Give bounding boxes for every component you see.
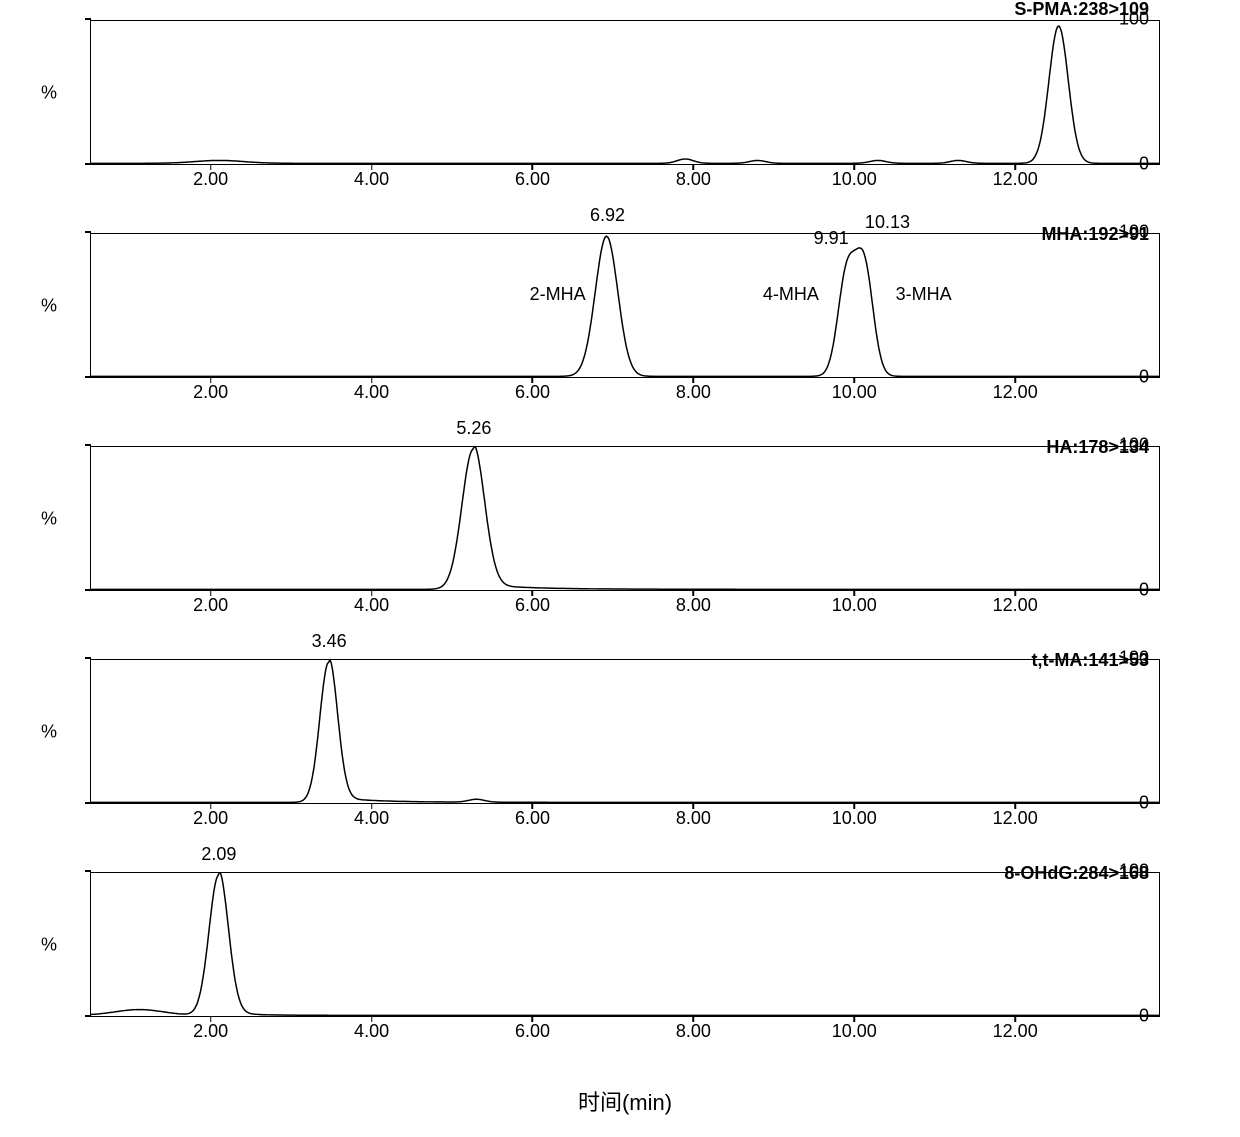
chromatogram-panel: 0100%MHA:192>916.922-MHA9.9110.134-MHA3-… (90, 233, 1160, 408)
y-axis-label: % (41, 721, 57, 742)
peak-label: 2.09 (201, 844, 236, 865)
x-tick-label: 8.00 (676, 382, 711, 403)
x-tick-label: 12.00 (993, 169, 1038, 190)
x-tick-label: 2.00 (193, 808, 228, 829)
x-tick-label: 10.00 (832, 169, 877, 190)
x-tick-label: 8.00 (676, 1021, 711, 1042)
x-tick-label: 6.00 (515, 808, 550, 829)
x-tick-label: 2.00 (193, 595, 228, 616)
x-tick-label: 10.00 (832, 808, 877, 829)
x-axis-ticks: 2.00 4.00 6.00 8.00 10.00 12.00 (90, 804, 1160, 834)
x-tick-label: 4.00 (354, 595, 389, 616)
x-tick-label: 12.00 (993, 1021, 1038, 1042)
x-axis-ticks: 2.00 4.00 6.00 8.00 10.00 12.00 (90, 1017, 1160, 1047)
x-tick-label: 4.00 (354, 169, 389, 190)
x-axis-ticks: 2.00 4.00 6.00 8.00 10.00 12.00 (90, 378, 1160, 408)
x-tick-label: 8.00 (676, 169, 711, 190)
x-tick-label: 6.00 (515, 169, 550, 190)
x-tick-label: 2.00 (193, 1021, 228, 1042)
plot-area: 0100%t,t-MA:141>533.46 (90, 659, 1160, 804)
x-tick-label: 12.00 (993, 382, 1038, 403)
peak-label: 5.26 (456, 418, 491, 439)
x-tick-label: 10.00 (832, 382, 877, 403)
x-tick-label: 8.00 (676, 595, 711, 616)
y-axis-label: % (41, 508, 57, 529)
x-axis-label: 时间(min) (90, 1085, 1160, 1117)
x-tick-label: 4.00 (354, 1021, 389, 1042)
plot-area: 0100%HA:178>1345.26 (90, 446, 1160, 591)
chromatogram-panel: 0100%S-PMA:238>109 2.00 4.00 6.00 8.00 10.00 1… (90, 20, 1160, 195)
y-axis-label: % (41, 934, 57, 955)
peak-label: 6.92 (590, 205, 625, 226)
chromatogram-figure: 0100%S-PMA:238>109 2.00 4.00 6.00 8.00 10.00 1… (20, 20, 1220, 1117)
x-tick-label: 12.00 (993, 595, 1038, 616)
peak-label: 4-MHA (763, 284, 819, 305)
x-tick-label: 4.00 (354, 382, 389, 403)
x-tick-label: 8.00 (676, 808, 711, 829)
x-tick-label: 10.00 (832, 595, 877, 616)
panel-title: t,t-MA:141>53 (1031, 650, 1149, 671)
peak-label: 3.46 (312, 631, 347, 652)
x-axis-ticks: 2.00 4.00 6.00 8.00 10.00 12.00 (90, 591, 1160, 621)
peak-label: 2-MHA (530, 284, 586, 305)
x-tick-label: 2.00 (193, 382, 228, 403)
x-tick-label: 2.00 (193, 169, 228, 190)
panel-title: 8-OHdG:284>168 (1004, 863, 1149, 884)
panel-title: MHA:192>91 (1041, 224, 1149, 245)
chromatogram-panel: 0100%8-OHdG:284>1682.09 2.00 4.00 6.00 8.00 1… (90, 872, 1160, 1047)
x-tick-label: 10.00 (832, 1021, 877, 1042)
x-tick-label: 6.00 (515, 1021, 550, 1042)
x-tick-label: 6.00 (515, 595, 550, 616)
peak-label: 3-MHA (896, 284, 952, 305)
panel-title: S-PMA:238>109 (1014, 0, 1149, 20)
peak-label: 9.91 (814, 228, 849, 249)
x-axis-ticks: 2.00 4.00 6.00 8.00 10.00 12.00 (90, 165, 1160, 195)
plot-area: 0100%8-OHdG:284>1682.09 (90, 872, 1160, 1017)
plot-area: 0100%MHA:192>916.922-MHA9.9110.134-MHA3-… (90, 233, 1160, 378)
panel-title: HA:178>134 (1046, 437, 1149, 458)
x-tick-label: 4.00 (354, 808, 389, 829)
plot-area: 0100%S-PMA:238>109 (90, 20, 1160, 165)
y-axis-label: % (41, 82, 57, 103)
peak-label: 10.13 (865, 212, 910, 233)
chromatogram-panel: 0100%HA:178>1345.26 2.00 4.00 6.00 8.00 10.00… (90, 446, 1160, 621)
x-tick-label: 6.00 (515, 382, 550, 403)
y-axis-label: % (41, 295, 57, 316)
x-tick-label: 12.00 (993, 808, 1038, 829)
chromatogram-panel: 0100%t,t-MA:141>533.46 2.00 4.00 6.00 8.00 10… (90, 659, 1160, 834)
